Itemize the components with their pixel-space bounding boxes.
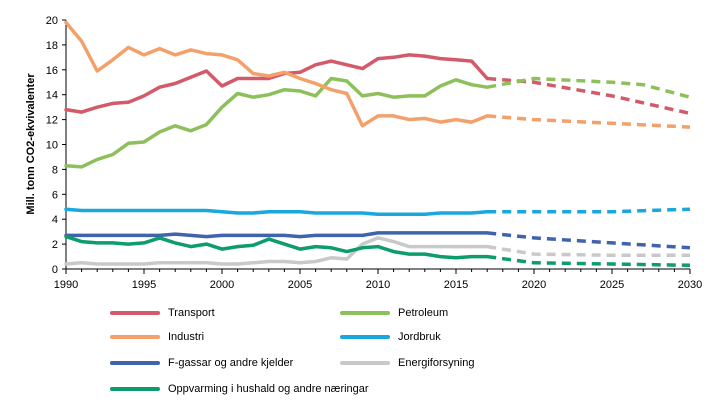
x-tick-label: 2000 [210,279,234,291]
series-line-f-gassar-og-andre-kjelder [64,231,489,239]
legend: Transport Petroleum Industri Jordbruk F-… [0,296,723,406]
y-tick-label: 10 [46,140,58,152]
legend-swatch-f-gassar [110,361,160,365]
y-tick-label: 14 [46,90,58,102]
legend-swatch-energiforsyning [340,361,390,365]
legend-swatch-oppvarming [110,387,160,391]
legend-swatch-jordbruk [340,335,390,339]
projection-line-f-gassar-og-andre-kjelder [487,231,691,250]
legend-swatch-transport [110,311,160,315]
x-tick-label: 2020 [522,279,546,291]
y-tick-label: 18 [46,40,58,52]
projection-line-jordbruk [487,207,691,214]
series-line-jordbruk [64,207,489,216]
y-axis-label: Mill. tonn CO2-ekvivalenter [25,73,37,215]
series-layer [64,20,691,268]
legend-label-transport: Transport [168,307,215,319]
legend-item-petroleum: Petroleum [340,304,448,322]
y-tick-label: 16 [46,65,58,77]
legend-label-f-gassar: F-gassar og andre kjelder [168,357,294,369]
y-tick-label: 12 [46,115,58,127]
y-tick-label: 0 [52,264,58,276]
series-line-industri [64,20,489,128]
legend-item-industri: Industri [110,328,204,346]
axes: 0 2 4 6 8 10 12 14 16 18 20 1990 1995 2000 2005 2010 201… [46,15,702,291]
y-tick-label: 4 [52,214,58,226]
projection-line-transport [487,76,691,116]
x-tick-label: 2005 [288,279,312,291]
x-tick-label: 2015 [444,279,468,291]
line-chart: 0 2 4 6 8 10 12 14 16 18 20 1990 1995 2000 2005 2010 201… [25,15,702,291]
legend-item-jordbruk: Jordbruk [340,328,441,346]
legend-item-energiforsyning: Energiforsyning [340,354,474,372]
projection-line-oppvarming-i-hushald-og-andre-n-ringar [486,254,691,268]
series-line-energiforsyning [64,236,489,266]
y-tick-label: 8 [52,164,58,176]
projection-line-industri [487,114,691,129]
x-tick-label: 1990 [54,279,78,291]
x-tick-label: 2010 [366,279,390,291]
projection-line-energiforsyning [486,244,690,258]
legend-item-transport: Transport [110,304,215,322]
series-line-oppvarming-i-hushald-og-andre-n-ringar [64,234,489,260]
x-tick-label: 1995 [132,279,156,291]
legend-label-petroleum: Petroleum [398,307,449,319]
legend-label-energiforsyning: Energiforsyning [398,357,475,369]
y-tick-label: 20 [46,15,58,27]
legend-label-jordbruk: Jordbruk [398,331,441,343]
series-line-petroleum [64,76,489,169]
y-tick-label: 2 [52,239,58,251]
y-tick-label: 6 [52,189,58,201]
legend-item-f-gassar: F-gassar og andre kjelder [110,354,293,372]
legend-label-industri: Industri [168,331,205,343]
projection-line-petroleum [486,76,691,99]
x-tick-label: 2025 [600,279,624,291]
legend-swatch-industri [110,335,160,339]
legend-item-oppvarming: Oppvarming i hushald og andre næringar [110,380,369,398]
series-line-transport [64,53,489,114]
legend-swatch-petroleum [340,311,390,315]
legend-label-oppvarming: Oppvarming i hushald og andre næringar [168,383,369,395]
x-tick-label: 2030 [678,279,702,291]
